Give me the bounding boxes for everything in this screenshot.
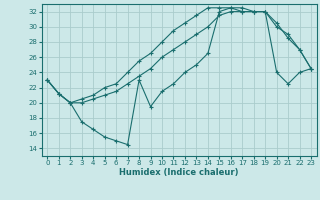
X-axis label: Humidex (Indice chaleur): Humidex (Indice chaleur)	[119, 168, 239, 177]
